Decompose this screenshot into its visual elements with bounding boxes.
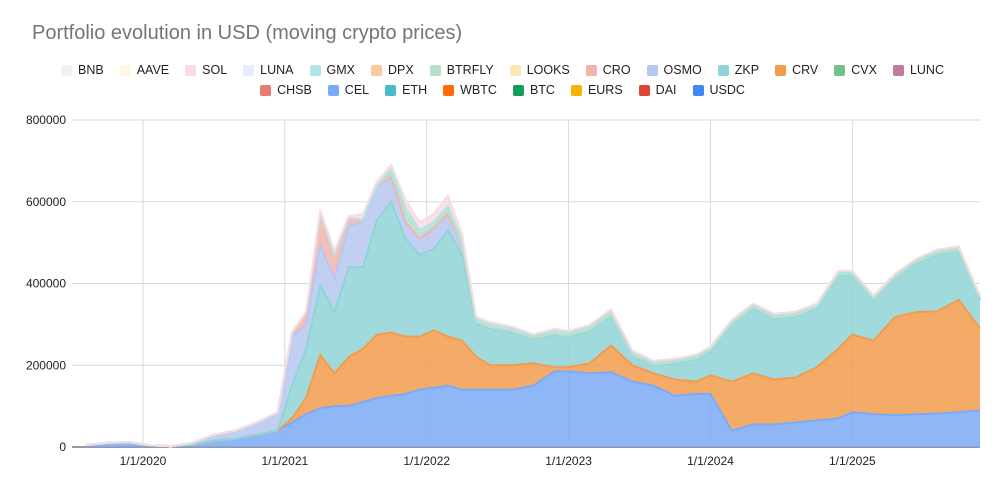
area-cel: [86, 371, 980, 447]
legend-label: LOOKS: [526, 63, 570, 77]
legend-swatch: [119, 64, 131, 76]
legend-label: BNB: [78, 63, 104, 77]
legend-item-looks[interactable]: LOOKS: [509, 63, 570, 77]
legend-item-gmx[interactable]: GMX: [309, 63, 355, 77]
y-tick-label: 400000: [26, 277, 66, 291]
chart-legend: BNB AAVE SOL LUNA GMX DPX BTRFLY LOOKS CRO OSMO ZK…: [0, 60, 1005, 100]
legend-swatch: [61, 64, 73, 76]
legend-swatch: [260, 84, 272, 96]
line-sol: [86, 163, 981, 448]
legend-item-chsb[interactable]: CHSB: [260, 83, 312, 97]
legend-item-wbtc[interactable]: WBTC: [443, 83, 497, 97]
series-outlines: [86, 163, 981, 448]
legend-label: OSMO: [663, 63, 702, 77]
legend-swatch: [385, 84, 397, 96]
legend-swatch: [509, 64, 521, 76]
x-tick-label: 1/1/2022: [403, 454, 450, 468]
legend-swatch: [775, 64, 787, 76]
legend-label: EURS: [587, 83, 623, 97]
legend-swatch: [327, 84, 339, 96]
legend-item-eth[interactable]: ETH: [385, 83, 427, 97]
legend-label: SOL: [202, 63, 228, 77]
legend-row: BNB AAVE SOL LUNA GMX DPX BTRFLY LOOKS CRO OSMO ZK…: [0, 60, 1005, 80]
x-tick-label: 1/1/2020: [120, 454, 167, 468]
legend-item-luna[interactable]: LUNA: [243, 63, 294, 77]
x-tick-label: 1/1/2023: [545, 454, 592, 468]
legend-label: ZKP: [734, 63, 760, 77]
legend-swatch: [185, 64, 197, 76]
legend-swatch: [717, 64, 729, 76]
legend-item-aave[interactable]: AAVE: [119, 63, 170, 77]
legend-label: DAI: [655, 83, 677, 97]
series-areas: [86, 164, 980, 447]
legend-label: WBTC: [460, 83, 497, 97]
legend-item-zkp[interactable]: ZKP: [717, 63, 760, 77]
legend-item-usdc[interactable]: USDC: [692, 83, 745, 97]
legend-label: BTC: [529, 83, 555, 97]
legend-label: CRV: [792, 63, 819, 77]
legend-item-sol[interactable]: SOL: [185, 63, 227, 77]
legend-swatch: [512, 84, 524, 96]
legend-label: CVX: [851, 63, 877, 77]
x-tick-label: 1/1/2025: [829, 454, 876, 468]
legend-item-dpx[interactable]: DPX: [370, 63, 414, 77]
legend-item-lunc[interactable]: LUNC: [892, 63, 944, 77]
x-tick-label: 1/1/2024: [687, 454, 734, 468]
legend-item-bnb[interactable]: BNB: [61, 63, 104, 77]
legend-label: CRO: [602, 63, 631, 77]
y-tick-label: 800000: [26, 113, 66, 127]
legend-swatch: [429, 64, 441, 76]
legend-label: LUNA: [260, 63, 294, 77]
legend-item-btrfly[interactable]: BTRFLY: [429, 63, 494, 77]
legend-item-osmo[interactable]: OSMO: [646, 63, 702, 77]
axes: 0 200000 400000 600000 800000 1/1/2020 1/1/202…: [26, 113, 876, 468]
legend-label: LUNC: [909, 63, 944, 77]
legend-label: DPX: [387, 63, 414, 77]
chart-title: Portfolio evolution in USD (moving crypt…: [32, 22, 463, 44]
y-tick-label: 0: [59, 440, 66, 454]
area-crv: [86, 299, 980, 447]
legend-swatch: [834, 64, 846, 76]
y-tick-label: 200000: [26, 358, 66, 372]
legend-item-eurs[interactable]: EURS: [570, 83, 623, 97]
legend-item-btc[interactable]: BTC: [512, 83, 555, 97]
legend-label: CHSB: [277, 83, 312, 97]
legend-label: GMX: [326, 63, 355, 77]
legend-swatch: [585, 64, 597, 76]
legend-item-cro[interactable]: CRO: [585, 63, 631, 77]
legend-item-dai[interactable]: DAI: [638, 83, 677, 97]
legend-swatch: [570, 84, 582, 96]
legend-row: CHSB CEL ETH WBTC BTC EURS DAI USDC: [0, 80, 1005, 100]
legend-swatch: [309, 64, 321, 76]
legend-label: ETH: [402, 83, 428, 97]
legend-swatch: [443, 84, 455, 96]
legend-label: USDC: [709, 83, 745, 97]
legend-item-cel[interactable]: CEL: [327, 83, 370, 97]
legend-label: CEL: [344, 83, 370, 97]
legend-swatch: [370, 64, 382, 76]
legend-swatch: [692, 84, 704, 96]
y-tick-label: 600000: [26, 195, 66, 209]
legend-swatch: [892, 64, 904, 76]
legend-item-crv[interactable]: CRV: [775, 63, 818, 77]
x-tick-label: 1/1/2021: [261, 454, 308, 468]
legend-swatch: [638, 84, 650, 96]
legend-swatch: [243, 64, 255, 76]
legend-swatch: [646, 64, 658, 76]
legend-label: AAVE: [136, 63, 170, 77]
legend-label: BTRFLY: [446, 63, 494, 77]
legend-item-cvx[interactable]: CVX: [834, 63, 877, 77]
